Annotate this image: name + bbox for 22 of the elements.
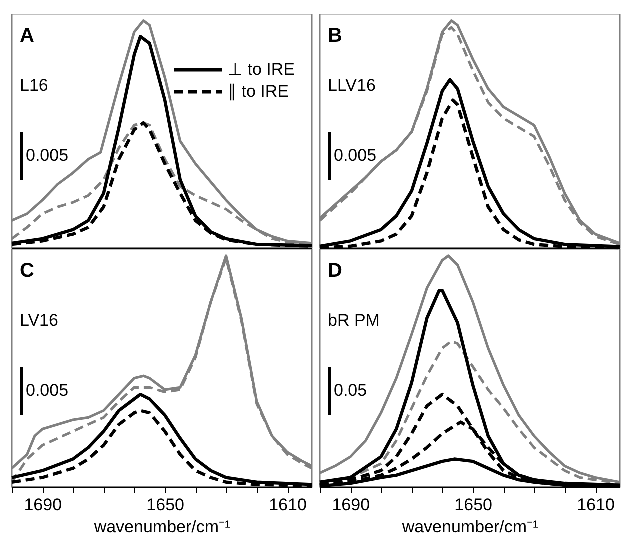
x-tick-label: 1610	[577, 496, 615, 514]
annotation: 0.005	[26, 146, 69, 165]
x-tick-label: 1650	[454, 496, 492, 514]
annotation: 0.05	[334, 381, 368, 400]
annotation: LLV16	[328, 76, 376, 95]
x-axis-title: wavenumber/cm⁻¹	[93, 518, 232, 536]
x-tick-label: 1650	[146, 496, 184, 514]
annotation: A	[20, 25, 34, 47]
annotation: C	[20, 260, 34, 282]
annotation: bR PM	[328, 311, 380, 330]
x-tick-label: 1610	[269, 496, 307, 514]
annotation: 0.005	[26, 381, 69, 400]
annotation: D	[328, 260, 342, 282]
annotation: 0.005	[334, 146, 377, 165]
annotation: LV16	[20, 311, 58, 330]
x-tick-label: 1690	[332, 496, 370, 514]
legend-label: ⊥ to IRE	[228, 60, 295, 79]
annotation: B	[328, 25, 342, 47]
legend-label: ∥ to IRE	[228, 82, 289, 101]
x-tick-label: 1690	[24, 496, 62, 514]
x-axis-title: wavenumber/cm⁻¹	[401, 518, 540, 536]
annotation: L16	[20, 76, 48, 95]
